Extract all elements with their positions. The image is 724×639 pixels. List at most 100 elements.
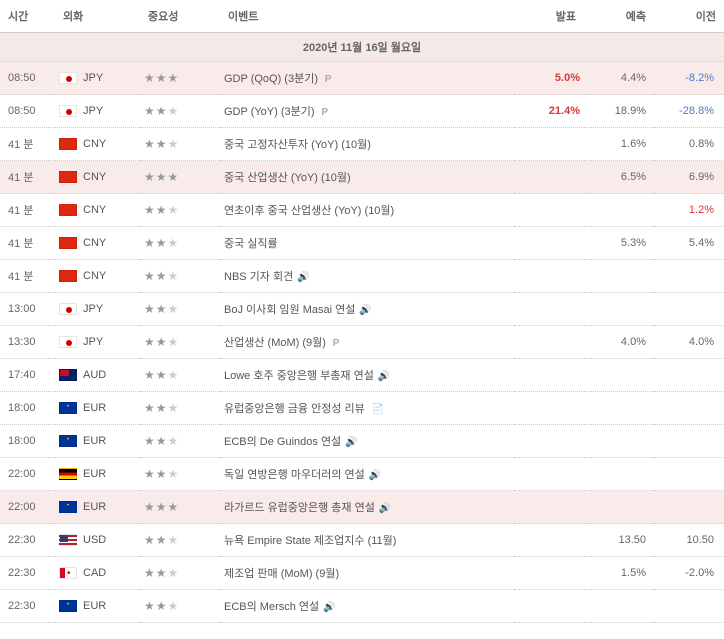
header-forecast[interactable]: 예측 [584,0,654,33]
star-icon: ★ [144,500,155,514]
cell-importance: ★★★ [140,128,220,161]
cell-actual: 21.4% [514,95,584,128]
table-row[interactable]: 41 분CNY★★★중국 산업생산 (YoY) (10월)6.5%6.9% [0,161,724,194]
cell-currency: EUR [55,491,140,524]
table-row[interactable]: 22:30USD★★★뉴욕 Empire State 제조업지수 (11월)13… [0,524,724,557]
flag-icon [59,534,77,546]
header-time[interactable]: 시간 [0,0,55,33]
cell-time: 41 분 [0,260,55,293]
cell-event[interactable]: Lowe 호주 중앙은행 부총재 연설 🔊 [220,359,514,392]
star-icon: ★ [144,335,155,349]
cell-forecast [584,194,654,227]
star-icon: ★ [156,500,167,514]
star-icon: ★ [144,401,155,415]
table-row[interactable]: 22:30EUR★★★ECB의 Mersch 연설 🔊 [0,590,724,623]
header-actual[interactable]: 발표 [514,0,584,33]
event-text: GDP (QoQ) (3분기) [224,73,318,85]
cell-forecast: 18.9% [584,95,654,128]
table-row[interactable]: 22:00EUR★★★독일 연방은행 마우더러의 연설 🔊 [0,458,724,491]
cell-importance: ★★★ [140,62,220,95]
cell-event[interactable]: 독일 연방은행 마우더러의 연설 🔊 [220,458,514,491]
cell-event[interactable]: ECB의 De Guindos 연설 🔊 [220,425,514,458]
cell-importance: ★★★ [140,359,220,392]
table-row[interactable]: 41 분CNY★★★중국 실직률5.3%5.4% [0,227,724,260]
speaker-icon: 🔊 [379,503,391,514]
star-icon: ★ [156,566,167,580]
date-header-text: 2020년 11월 16일 월요일 [0,33,724,62]
cell-time: 08:50 [0,95,55,128]
event-text: 뉴욕 Empire State 제조업지수 (11월) [224,535,396,547]
cell-time: 22:00 [0,458,55,491]
cell-currency: CNY [55,260,140,293]
cell-event[interactable]: 연초이후 중국 산업생산 (YoY) (10월) [220,194,514,227]
star-icon: ★ [168,434,179,448]
cell-importance: ★★★ [140,194,220,227]
header-event[interactable]: 이벤트 [220,0,514,33]
cell-event[interactable]: 중국 산업생산 (YoY) (10월) [220,161,514,194]
cell-currency: JPY [55,95,140,128]
currency-code: AUD [83,369,106,381]
star-icon: ★ [156,269,167,283]
table-row[interactable]: 18:00EUR★★★ECB의 De Guindos 연설 🔊 [0,425,724,458]
star-icon: ★ [156,170,167,184]
cell-currency: CNY [55,194,140,227]
cell-time: 22:30 [0,590,55,623]
star-icon: ★ [144,467,155,481]
star-icon: ★ [168,599,179,613]
cell-event[interactable]: ECB의 Mersch 연설 🔊 [220,590,514,623]
table-row[interactable]: 18:00EUR★★★유럽중앙은행 금융 안정성 리뷰 📄 [0,392,724,425]
table-row[interactable]: 08:50JPY★★★GDP (QoQ) (3분기) P5.0%4.4%-8.2… [0,62,724,95]
table-row[interactable]: 22:30CAD★★★제조업 판매 (MoM) (9월)1.5%-2.0% [0,557,724,590]
header-currency[interactable]: 외화 [55,0,140,33]
cell-event[interactable]: 중국 실직률 [220,227,514,260]
cell-forecast [584,491,654,524]
flag-icon [59,303,77,315]
table-row[interactable]: 41 분CNY★★★NBS 기자 회견 🔊 [0,260,724,293]
table-row[interactable]: 22:00EUR★★★라가르드 유럽중앙은행 총재 연설 🔊 [0,491,724,524]
cell-currency: USD [55,524,140,557]
cell-previous [654,491,724,524]
cell-event[interactable]: 산업생산 (MoM) (9월) P [220,326,514,359]
table-row[interactable]: 41 분CNY★★★중국 고정자산투자 (YoY) (10월)1.6%0.8% [0,128,724,161]
currency-code: JPY [83,303,103,315]
cell-previous: 6.9% [654,161,724,194]
economic-calendar-table: 시간 외화 중요성 이벤트 발표 예측 이전 2020년 11월 16일 월요일… [0,0,724,623]
table-row[interactable]: 17:40AUD★★★Lowe 호주 중앙은행 부총재 연설 🔊 [0,359,724,392]
star-icon: ★ [168,137,179,151]
cell-actual [514,392,584,425]
cell-event[interactable]: BoJ 이사회 임원 Masai 연설 🔊 [220,293,514,326]
header-previous[interactable]: 이전 [654,0,724,33]
currency-code: EUR [83,402,106,414]
star-icon: ★ [144,566,155,580]
star-icon: ★ [168,170,179,184]
cell-previous: -8.2% [654,62,724,95]
cell-importance: ★★★ [140,161,220,194]
cell-currency: EUR [55,590,140,623]
cell-importance: ★★★ [140,425,220,458]
event-text: ECB의 De Guindos 연설 [224,436,341,448]
cell-event[interactable]: 뉴욕 Empire State 제조업지수 (11월) [220,524,514,557]
cell-importance: ★★★ [140,260,220,293]
header-importance[interactable]: 중요성 [140,0,220,33]
cell-event[interactable]: 라가르드 유럽중앙은행 총재 연설 🔊 [220,491,514,524]
cell-event[interactable]: 중국 고정자산투자 (YoY) (10월) [220,128,514,161]
cell-previous [654,260,724,293]
preliminary-icon: P [330,338,339,349]
table-row[interactable]: 13:30JPY★★★산업생산 (MoM) (9월) P4.0%4.0% [0,326,724,359]
cell-time: 22:30 [0,524,55,557]
cell-actual [514,128,584,161]
cell-event[interactable]: 제조업 판매 (MoM) (9월) [220,557,514,590]
cell-event[interactable]: GDP (QoQ) (3분기) P [220,62,514,95]
flag-icon [59,435,77,447]
table-row[interactable]: 13:00JPY★★★BoJ 이사회 임원 Masai 연설 🔊 [0,293,724,326]
table-row[interactable]: 41 분CNY★★★연초이후 중국 산업생산 (YoY) (10월)1.2% [0,194,724,227]
star-icon: ★ [156,104,167,118]
cell-event[interactable]: 유럽중앙은행 금융 안정성 리뷰 📄 [220,392,514,425]
cell-event[interactable]: GDP (YoY) (3분기) P [220,95,514,128]
cell-time: 13:00 [0,293,55,326]
cell-actual [514,227,584,260]
table-row[interactable]: 08:50JPY★★★GDP (YoY) (3분기) P21.4%18.9%-2… [0,95,724,128]
star-icon: ★ [168,203,179,217]
cell-event[interactable]: NBS 기자 회견 🔊 [220,260,514,293]
cell-previous: 4.0% [654,326,724,359]
